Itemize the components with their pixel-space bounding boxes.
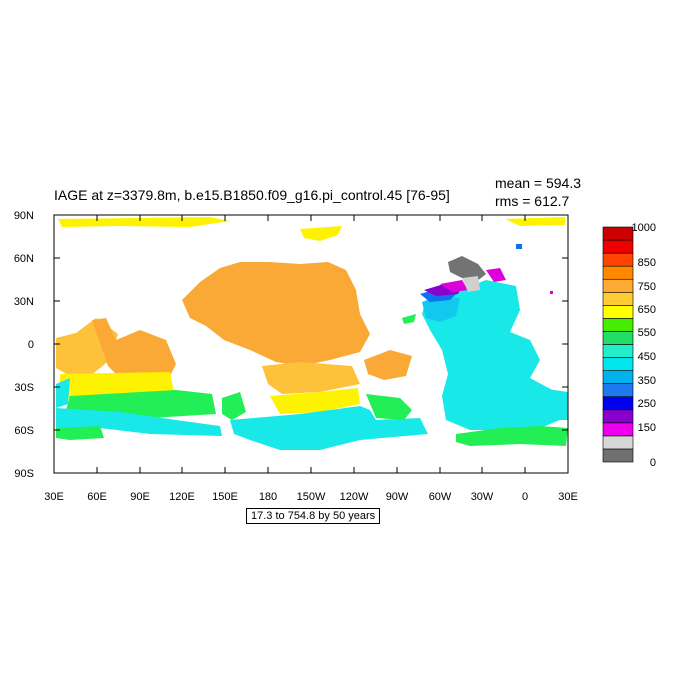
region-east-pacific-orange <box>364 350 412 380</box>
colorbar-box <box>602 278 634 293</box>
colorbar-label-550: 550 <box>638 327 656 339</box>
region-pacific-green <box>222 392 246 420</box>
colorbar-box <box>602 265 634 280</box>
region-atlantic-aqua <box>422 280 566 430</box>
colorbar-label-250: 250 <box>638 398 656 410</box>
colorbar-box <box>602 239 634 254</box>
region-arctic-yellow-left <box>58 217 230 227</box>
region-pacific-yellow <box>270 388 360 414</box>
lon-label-60w: 60W <box>429 491 452 503</box>
colorbar-label-0: 0 <box>650 457 656 469</box>
colorbar-box <box>602 318 634 332</box>
colorbar-label-1000: 1000 <box>632 222 656 234</box>
colorbar-label-850: 850 <box>638 257 656 269</box>
plot-title: IAGE at z=3379.8m, b.e15.B1850.f09_g16.p… <box>54 187 450 203</box>
lon-label-60e: 60E <box>87 491 107 503</box>
colorbar-box <box>602 357 634 371</box>
lon-label-30e-east: 30E <box>558 491 578 503</box>
lat-label-60n: 60N <box>14 253 34 265</box>
colorbar-label-650: 650 <box>638 304 656 316</box>
region-small-green-atlantic <box>402 314 416 324</box>
colorbar-label-150: 150 <box>638 422 656 434</box>
colorbar-labels: 1000 850 750 650 550 450 350 250 150 0 <box>632 222 656 469</box>
region-small-magenta-east <box>550 291 553 294</box>
colorbar-box <box>602 409 634 424</box>
colorbar-box <box>602 252 634 267</box>
region-atlantic-light-blue <box>422 296 460 322</box>
colorbar-box <box>602 448 634 463</box>
colorbar-box <box>602 383 634 398</box>
lon-label-180: 180 <box>259 491 277 503</box>
region-pacific-green-south <box>366 394 412 420</box>
region-south-atlantic-green <box>456 426 568 446</box>
region-indian-aqua <box>56 408 222 436</box>
lon-label-30w: 30W <box>471 491 494 503</box>
lon-label-120e: 120E <box>169 491 195 503</box>
mean-value: mean = 594.3 <box>495 175 582 191</box>
colorbar-box <box>602 305 634 319</box>
colorbar-label-350: 350 <box>638 375 656 387</box>
colorbar-box <box>602 344 634 358</box>
colorbar <box>602 226 634 463</box>
colorbar-box <box>602 331 634 345</box>
contour-interval-label: 17.3 to 754.8 by 50 years <box>246 508 381 524</box>
colorbar-box <box>602 291 634 306</box>
rms-value: rms = 612.7 <box>495 193 570 209</box>
region-arctic-yellow-mid <box>300 226 342 241</box>
lat-label-0: 0 <box>28 339 34 351</box>
region-pacific-orange <box>182 262 370 366</box>
colorbar-box <box>602 435 634 450</box>
region-pacific-light-orange <box>262 362 360 394</box>
region-indian-orange <box>92 318 176 378</box>
lon-label-0: 0 <box>522 491 528 503</box>
colorbar-box <box>602 396 634 411</box>
lon-label-90w: 90W <box>386 491 409 503</box>
region-nordic-magenta <box>486 268 506 282</box>
colorbar-label-450: 450 <box>638 351 656 363</box>
region-southern-aqua-east <box>540 388 568 420</box>
lat-labels: 90N 60N 30N 0 30S 60S 90S <box>14 210 34 480</box>
region-nordic-light-gray <box>462 276 480 292</box>
region-arctic-yellow-right <box>505 217 565 226</box>
lat-label-60s: 60S <box>14 425 34 437</box>
region-pacific-aqua <box>230 406 428 450</box>
lon-label-90e: 90E <box>130 491 150 503</box>
lon-label-30e: 30E <box>44 491 64 503</box>
lon-labels: 30E 60E 90E 120E 150E 180 150W 120W 90W … <box>44 491 578 503</box>
colorbar-box <box>602 422 634 437</box>
lon-label-150w: 150W <box>297 491 326 503</box>
region-small-blue-greenland <box>516 244 522 249</box>
lon-label-120w: 120W <box>340 491 369 503</box>
lat-label-30n: 30N <box>14 296 34 308</box>
lat-label-90n: 90N <box>14 210 34 222</box>
lat-label-90s: 90S <box>14 468 34 480</box>
region-atlantic-magenta <box>440 280 468 292</box>
region-indian-green-south <box>56 426 104 440</box>
lon-label-150e: 150E <box>212 491 238 503</box>
colorbar-box <box>602 370 634 384</box>
colorbar-label-750: 750 <box>638 281 656 293</box>
lat-axis <box>54 214 568 474</box>
region-nordic-gray <box>448 256 486 282</box>
region-southern-aqua-west <box>56 378 70 408</box>
lon-axis <box>53 215 569 473</box>
map-area <box>53 214 569 474</box>
colorbar-box <box>602 226 634 241</box>
lat-label-30s: 30S <box>14 382 34 394</box>
